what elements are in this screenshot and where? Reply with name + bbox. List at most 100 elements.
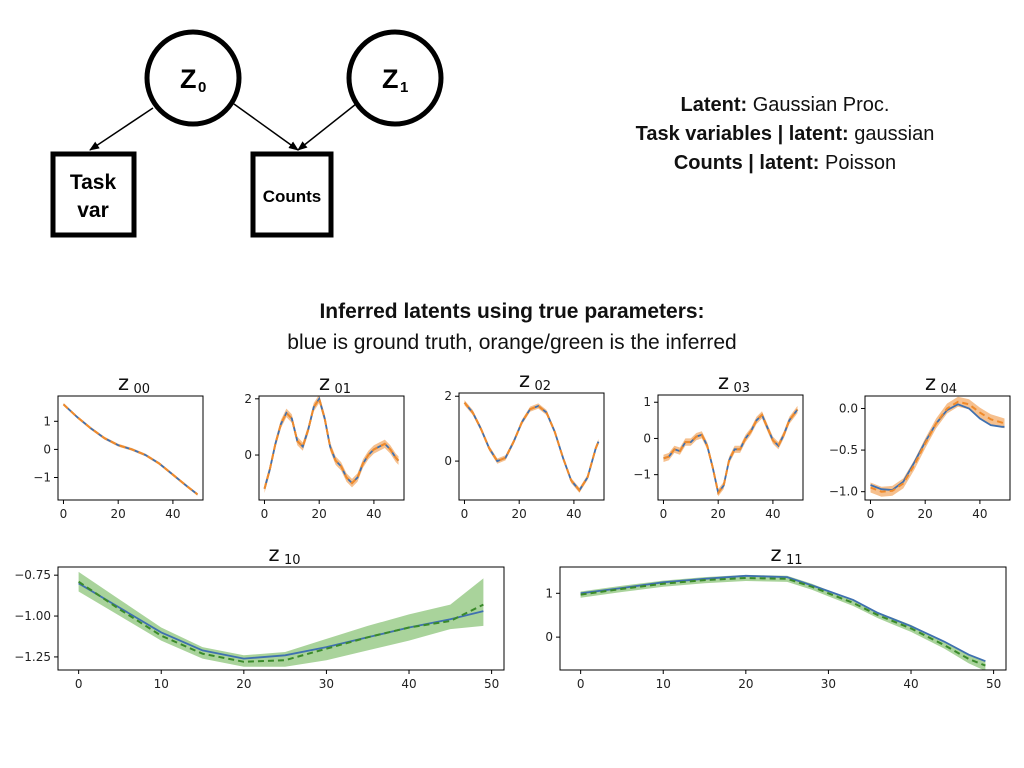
node-task-var: Task var [50, 151, 137, 238]
subplot-04-ytick-label: 0.0 [839, 401, 858, 415]
subplot-10-frame [57, 566, 505, 671]
subplot-11-frame [559, 566, 1007, 671]
description-counts-key: Counts | latent: [673, 152, 820, 174]
subplot-11-title: z [770, 542, 781, 566]
subplot-00-xtick-label: 40 [165, 507, 180, 521]
subplot-01-frame [258, 395, 405, 501]
subplot-04-xtick-label: 40 [972, 507, 987, 521]
subplot-02-title-sub: 02 [535, 379, 552, 394]
subplot-11-uncertainty-band [580, 574, 986, 670]
description-counts-value: Poisson [825, 152, 897, 174]
subplot-00-frame [57, 395, 204, 501]
description-counts: Counts | latent: Poisson [560, 149, 1010, 178]
subplot-11-xtick-label: 20 [738, 677, 753, 691]
node-z0-sub: 0 [198, 79, 206, 96]
subplot-04-xtick-label: 0 [867, 507, 875, 521]
subplot-11-inferred-line [580, 576, 986, 667]
node-z1: Z 1 [346, 29, 444, 127]
subplot-03-uncertainty-band [663, 405, 798, 497]
description-latent-key: Latent: [680, 94, 748, 116]
subplot-04-uncertainty-band [870, 396, 1005, 497]
subplot-03-ytick-label: 1 [643, 395, 651, 409]
subplot-04-title-sub: 04 [941, 382, 958, 397]
subplot-03-inferred-line [663, 408, 799, 496]
subplot-10-inferred-line [78, 580, 484, 663]
subplot-11-truth-line [580, 574, 986, 663]
subplot-00-ytick-label: 1 [43, 414, 51, 428]
subplot-10-title: z [268, 542, 279, 566]
subplot-02-plot-area [463, 400, 600, 493]
subplot-02-xtick-label: 0 [461, 507, 469, 521]
edge-z0-task [89, 107, 154, 151]
subplot-02-xtick-label: 20 [512, 507, 527, 521]
subplot-10: 0 10 20 30 40 50 −0.75 −1.00 −1.25 z 10 [14, 542, 505, 691]
subplot-10-plot-area [78, 571, 484, 667]
subplot-02-ytick-label: 0 [444, 454, 452, 468]
node-z1-label: Z [382, 64, 399, 94]
node-task-line2: var [77, 199, 109, 222]
subplot-04-frame [864, 395, 1011, 501]
description-task-key: Task variables | latent: [635, 123, 849, 145]
subplot-10-ytick-label: −1.25 [14, 650, 51, 664]
subplot-10-xtick-label: 20 [236, 677, 251, 691]
subplot-01-xtick-label: 0 [261, 507, 269, 521]
subplot-00-title-sub: 00 [134, 382, 151, 397]
subplot-02-xtick-label: 40 [566, 507, 581, 521]
subplot-03-truth-line [663, 408, 799, 495]
edge-z1-counts [297, 103, 357, 151]
node-counts: Counts [250, 151, 334, 238]
subplot-10-xtick-label: 0 [75, 677, 83, 691]
subplot-00-ytick-label: 0 [43, 442, 51, 456]
subplot-11-ytick-label: 0 [545, 630, 553, 644]
subplot-11-ytick-label: 1 [545, 586, 553, 600]
subplot-04: 0 20 40 0.0 −0.5 −1.0 z 04 [829, 371, 1011, 521]
subplot-02-uncertainty-band [464, 400, 599, 493]
subplot-03-xtick-label: 0 [660, 507, 668, 521]
subplot-04-ytick-label: −1.0 [829, 485, 858, 499]
section-heading: Inferred latents using true parameters: [319, 300, 705, 323]
node-task-line1: Task [70, 171, 117, 194]
subplot-00-plot-area [62, 403, 199, 496]
subplot-00-xtick-label: 20 [111, 507, 126, 521]
subplot-04-plot-area [870, 396, 1005, 497]
subplot-01-ytick-label: 2 [244, 392, 252, 406]
description-latent-value: Gaussian Proc. [752, 94, 890, 116]
subplot-11-xtick-label: 40 [903, 677, 918, 691]
subplot-04-ytick-label: −0.5 [829, 443, 858, 457]
subplot-11-xtick-label: 30 [821, 677, 836, 691]
subplot-04-inferred-line [870, 400, 1005, 493]
subplot-03-frame [657, 394, 804, 501]
subplot-03-title-sub: 03 [734, 381, 751, 396]
section-subheading: blue is ground truth, orange/green is th… [287, 331, 737, 354]
subplot-10-title-sub: 10 [284, 553, 301, 568]
subplot-03-xtick-label: 20 [711, 507, 726, 521]
subplot-10-xtick-label: 50 [484, 677, 499, 691]
subplot-02-title: z [519, 368, 530, 392]
subplot-10-ytick-label: −1.00 [14, 609, 51, 623]
subplot-02-truth-line [463, 402, 600, 492]
subplot-02-inferred-line [463, 402, 600, 492]
subplot-01-title: z [319, 371, 330, 395]
subplot-01-xtick-label: 40 [366, 507, 381, 521]
subplot-00-xtick-label: 0 [60, 507, 68, 521]
subplot-10-truth-line [78, 582, 484, 660]
subplot-03-title: z [718, 370, 729, 394]
subplot-11-plot-area [580, 574, 986, 670]
subplot-00: 0 20 40 1 0 −1 z 00 [33, 371, 204, 521]
subplot-10-xtick-label: 10 [154, 677, 169, 691]
subplot-03-plot-area [663, 405, 799, 497]
node-counts-label: Counts [263, 187, 322, 206]
subplot-03-ytick-label: −1 [633, 468, 651, 482]
subplot-11-xtick-label: 10 [656, 677, 671, 691]
node-z1-sub: 1 [400, 79, 408, 96]
subplot-11-xtick-label: 50 [986, 677, 1001, 691]
subplot-00-ytick-label: −1 [33, 471, 51, 485]
subplot-04-xtick-label: 20 [918, 507, 933, 521]
subplot-11-title-sub: 11 [786, 553, 803, 568]
subplot-01-inferred-line [263, 396, 400, 490]
subplot-01-ytick-label: 0 [244, 448, 252, 462]
